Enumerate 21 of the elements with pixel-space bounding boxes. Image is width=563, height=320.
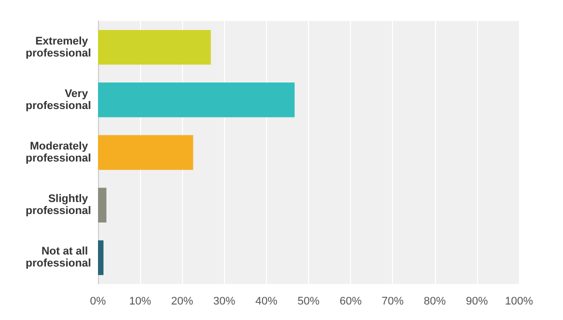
y-tick-label: Not at all professional bbox=[26, 246, 91, 270]
x-tick-label: 80% bbox=[424, 296, 446, 308]
y-tick-label: Slightly professional bbox=[26, 193, 91, 218]
bar bbox=[98, 188, 106, 222]
y-tick-label: Very professional bbox=[26, 88, 91, 112]
bar bbox=[98, 30, 211, 65]
x-tick-label: 90% bbox=[466, 296, 488, 308]
bar bbox=[98, 135, 194, 170]
x-tick-label: 100% bbox=[504, 296, 534, 308]
bar bbox=[98, 82, 295, 118]
bar bbox=[98, 240, 104, 276]
x-tick-label: 70% bbox=[382, 296, 404, 308]
x-tick-label: 30% bbox=[213, 296, 236, 308]
x-tick-label: 40% bbox=[255, 296, 278, 308]
y-tick-label: Extremely professional bbox=[26, 35, 91, 60]
x-tick-label: 60% bbox=[340, 296, 362, 308]
x-tick-label: 50% bbox=[297, 296, 320, 308]
x-tick-label: 20% bbox=[171, 296, 194, 308]
x-tick-label: 10% bbox=[129, 296, 152, 308]
x-tick-label: 0% bbox=[90, 296, 106, 308]
y-tick-label: Moderately professional bbox=[26, 140, 91, 164]
